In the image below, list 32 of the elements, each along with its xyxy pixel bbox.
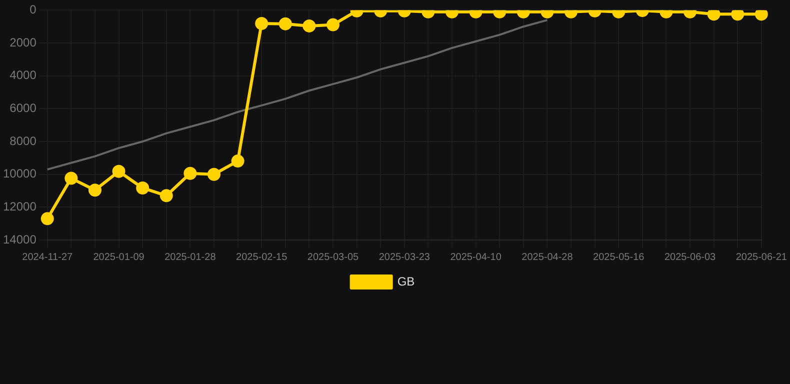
point: [754, 10, 768, 21]
x-tick-label: 2025-06-21: [736, 252, 788, 263]
x-tick-label: 2025-04-10: [450, 252, 502, 263]
x-tick-label: 2025-06-03: [664, 252, 716, 263]
point: [184, 166, 197, 180]
point: [40, 212, 54, 226]
x-tick-label: 2025-01-09: [93, 252, 145, 263]
point: [88, 184, 102, 197]
y-tick-label: 4000: [10, 68, 37, 82]
point: [64, 172, 78, 185]
y-tick-label: 12000: [2, 199, 37, 214]
point: [207, 168, 220, 181]
x-tick-label: 2024-11-27: [22, 252, 74, 263]
x-tick-label: 2025-02-15: [236, 252, 288, 263]
point: [731, 10, 744, 21]
x-tick-label: 2025-01-28: [164, 252, 216, 263]
point: [160, 189, 173, 202]
y-tick-label: 10000: [2, 166, 37, 181]
legend-label: GB: [397, 274, 415, 288]
point: [112, 164, 126, 178]
x-tick-label: 2025-04-28: [522, 252, 574, 263]
x-tick-label: 2025-03-23: [378, 252, 430, 263]
y-tick-label: 2000: [10, 35, 37, 50]
y-tick-label: 14000: [2, 232, 37, 246]
point: [707, 10, 720, 21]
y-tick-label: 0: [30, 2, 37, 17]
x-tick-label: 2025-03-05: [307, 252, 360, 263]
y-tick-label: 8000: [10, 134, 37, 148]
point: [136, 181, 150, 194]
point: [231, 154, 244, 168]
y-tick-label: 6000: [10, 101, 37, 115]
x-tick-label: 2025-05-16: [593, 252, 645, 263]
